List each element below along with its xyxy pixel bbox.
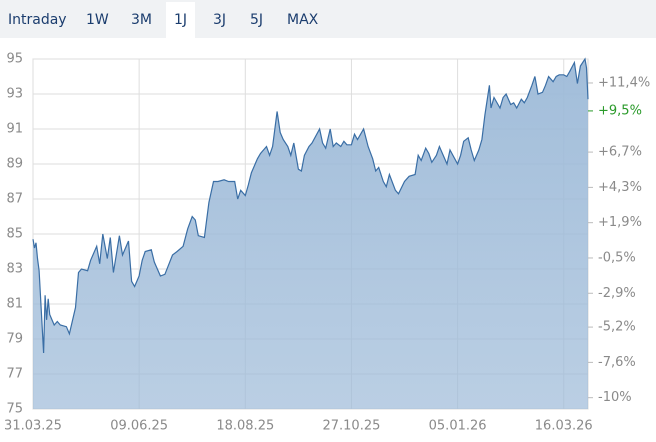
range-tab[interactable]: 3J	[213, 12, 227, 28]
x-tick-label: 16.03.26	[535, 419, 593, 434]
range-tab[interactable]: 1W	[86, 12, 109, 28]
x-tick-label: 31.03.25	[4, 419, 62, 434]
x-tick-label: 18.08.25	[216, 419, 274, 434]
y2-tick-label: +11,4%	[598, 75, 650, 90]
y-tick-label: 87	[6, 192, 23, 207]
range-tab[interactable]: MAX	[287, 12, 319, 28]
y-tick-label: 89	[6, 157, 23, 172]
y-tick-label: 85	[6, 227, 23, 242]
tab-bar: Intraday 1W 3M 1J 3J 5J MAX	[0, 0, 656, 38]
y-tick-label: 77	[6, 367, 23, 382]
range-tab[interactable]: 1J	[166, 2, 196, 38]
range-tab[interactable]: Intraday	[8, 12, 67, 28]
y-tick-label: 81	[6, 297, 23, 312]
y2-tick-label: -5,2%	[598, 320, 636, 335]
y2-tick-label: +1,9%	[598, 215, 642, 230]
y-tick-label: 75	[6, 402, 23, 417]
price-line	[32, 57, 589, 354]
y2-tick-label: -7,6%	[598, 355, 636, 370]
y2-tick-label: +6,7%	[598, 145, 642, 160]
x-tick-label: 09.06.25	[110, 419, 168, 434]
y-tick-label: 91	[6, 122, 23, 137]
y2-tick-label: -2,9%	[598, 286, 636, 301]
x-tick-label: 05.01.26	[429, 419, 487, 434]
y2-tick-label: -10%	[598, 390, 632, 405]
x-tick-label: 27.10.25	[322, 419, 380, 434]
current-label: +9,5%	[598, 103, 642, 118]
y2-tick-label: -0,5%	[598, 250, 636, 265]
range-tab[interactable]: 5J	[250, 12, 264, 28]
range-tab[interactable]: 3M	[131, 12, 152, 28]
y2-tick-label: +4,3%	[598, 180, 642, 195]
y-tick-label: 83	[6, 262, 23, 277]
y-tick-label: 79	[6, 332, 23, 347]
area	[33, 59, 588, 409]
y-tick-label: 95	[6, 52, 23, 67]
y-tick-label: 93	[6, 87, 23, 102]
